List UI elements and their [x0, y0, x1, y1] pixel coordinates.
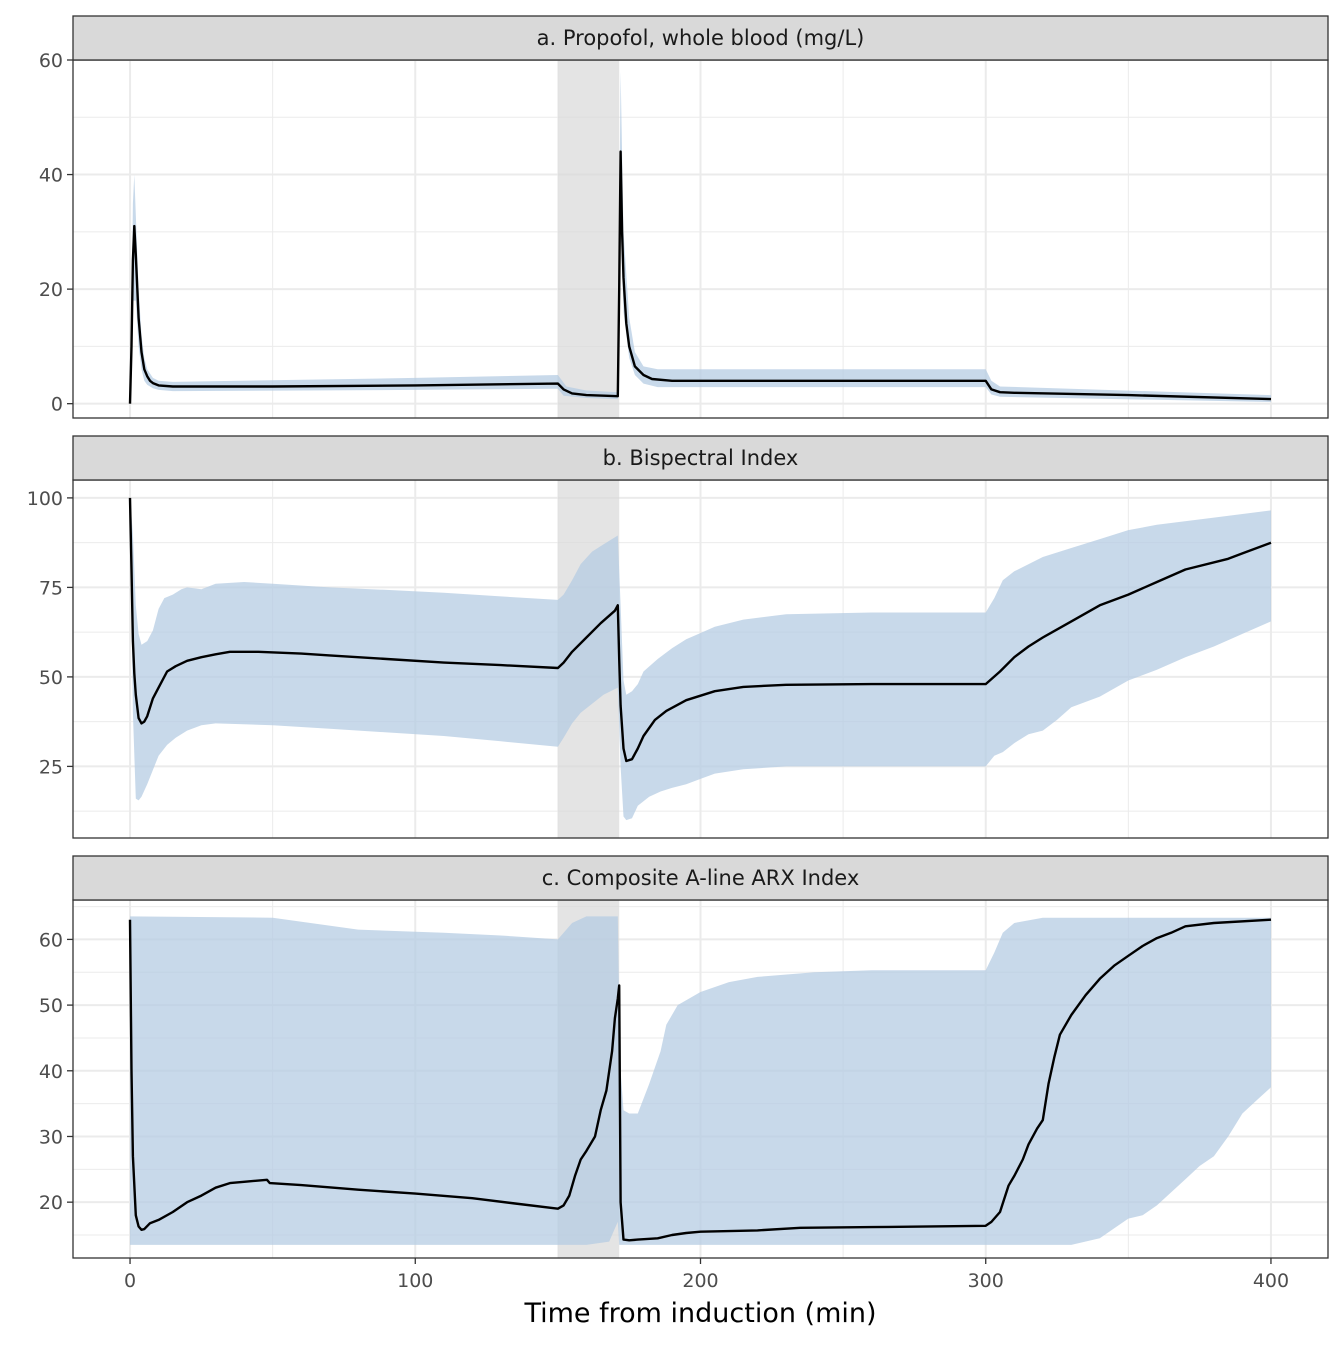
interval-band [130, 497, 1271, 821]
facet-strip-label: c. Composite A-line ARX Index [542, 866, 860, 890]
x-tick-label: 400 [1253, 1270, 1289, 1292]
panel-3: c. Composite A-line ARX Index 20 30 40 50 60 0… [39, 855, 1329, 1292]
median-line [128, 497, 1272, 763]
y-tick-label: 40 [39, 1061, 63, 1083]
median-line [128, 150, 1272, 404]
facet-strip-label: b. Bispectral Index [603, 446, 799, 470]
y-tick-label: 20 [39, 1192, 63, 1214]
x-tick-label: 300 [968, 1270, 1004, 1292]
y-tick-label: 25 [39, 756, 63, 778]
y-tick-label: 100 [27, 488, 63, 510]
y-tick-label: 40 [39, 165, 63, 187]
facet-strip [72, 855, 1329, 901]
shaded-interval [557, 60, 620, 418]
y-tick-label: 60 [39, 929, 63, 951]
y-tick-label: 50 [39, 995, 63, 1017]
median-line [128, 918, 1272, 1242]
y-tick-label: 20 [39, 279, 63, 301]
y-tick-label: 60 [39, 50, 63, 72]
y-tick-label: 0 [51, 394, 63, 416]
y-tick-label: 30 [39, 1126, 63, 1148]
y-tick-label: 75 [39, 577, 63, 599]
x-axis-title: Time from induction (min) [523, 1298, 876, 1329]
facet-strip-label: a. Propofol, whole blood (mg/L) [537, 26, 865, 50]
panel-2: b. Bispectral Index 25 50 75 100 [27, 435, 1329, 839]
x-tick-label: 0 [124, 1270, 136, 1292]
interval-band [130, 916, 1271, 1245]
gridlines [73, 60, 1328, 418]
facet-strip [72, 15, 1329, 61]
x-tick-label: 200 [682, 1270, 718, 1292]
x-tick-label: 100 [397, 1270, 433, 1292]
y-tick-label: 50 [39, 667, 63, 689]
panel-1: a. Propofol, whole blood (mg/L) 0 20 40 60 [39, 15, 1329, 419]
facet-strip [72, 435, 1329, 481]
